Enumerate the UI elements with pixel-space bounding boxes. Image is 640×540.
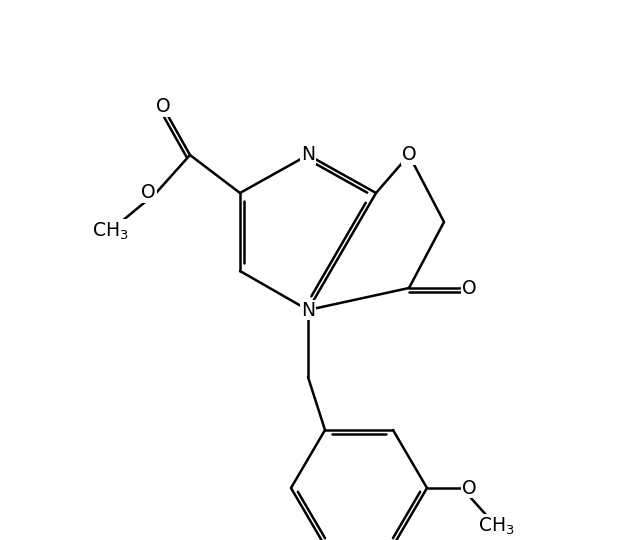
Text: CH$_3$: CH$_3$ (92, 220, 128, 241)
Text: O: O (462, 478, 477, 497)
Text: O: O (402, 145, 416, 165)
Text: O: O (156, 98, 170, 117)
Text: O: O (462, 279, 477, 298)
Text: O: O (141, 184, 156, 202)
Text: N: N (301, 300, 315, 320)
Text: N: N (301, 145, 315, 165)
Text: CH$_3$: CH$_3$ (477, 515, 515, 537)
